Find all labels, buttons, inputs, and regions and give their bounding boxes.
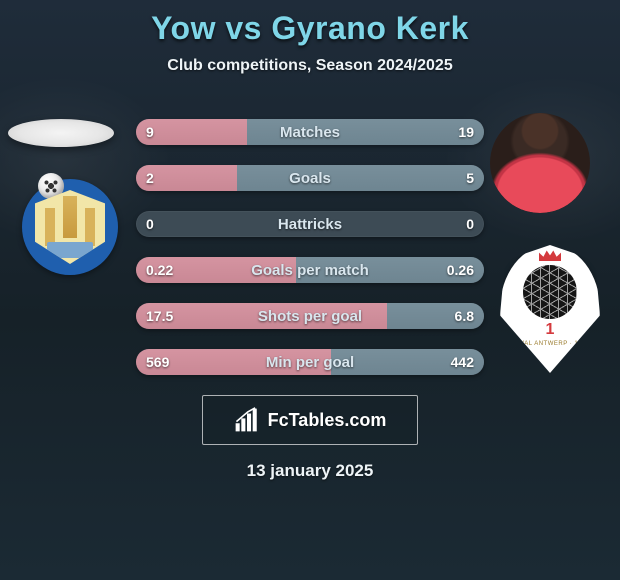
club-right-crest: ROYAL ANTWERP · 1880 1 [500, 245, 600, 373]
stat-value-left: 569 [136, 349, 179, 375]
page-title: Yow vs Gyrano Kerk [0, 0, 620, 47]
crown-icon [539, 247, 561, 261]
page-subtitle: Club competitions, Season 2024/2025 [0, 57, 620, 75]
stat-row: 25Goals [136, 165, 484, 191]
brand-box: FcTables.com [202, 395, 418, 445]
stat-value-left: 2 [136, 165, 164, 191]
stat-row: 0.220.26Goals per match [136, 257, 484, 283]
player-left-avatar [8, 119, 114, 147]
crest-number: 1 [546, 321, 555, 339]
crest-ribbon: ROYAL ANTWERP · 1880 [510, 341, 590, 347]
stat-value-right: 0 [456, 211, 484, 237]
stat-value-left: 17.5 [136, 303, 183, 329]
comparison-arena: ROYAL ANTWERP · 1880 1 919Matches25Goals… [0, 97, 620, 397]
stat-row: 919Matches [136, 119, 484, 145]
club-left-crest [22, 179, 118, 275]
stat-label: Hattricks [136, 211, 484, 237]
stat-row: 0 0Hattricks [136, 211, 484, 237]
stat-value-right: 442 [441, 349, 484, 375]
stat-row: 569442Min per goal [136, 349, 484, 375]
stat-bars: 919Matches25Goals00Hattricks0.220.26Goal… [136, 119, 484, 375]
brand-text: FcTables.com [268, 410, 387, 431]
stat-bar-right [237, 165, 484, 191]
stat-value-right: 0.26 [437, 257, 484, 283]
snapshot-date: 13 january 2025 [247, 461, 374, 481]
soccer-ball-icon [523, 265, 577, 319]
stat-value-left: 9 [136, 119, 164, 145]
stat-value-left: 0.22 [136, 257, 183, 283]
stat-value-right: 5 [456, 165, 484, 191]
stat-value-right: 6.8 [445, 303, 484, 329]
stat-row: 17.56.8Shots per goal [136, 303, 484, 329]
player-right-avatar [490, 113, 590, 213]
stat-value-left: 0 [136, 211, 164, 237]
brand-logo-icon [234, 407, 260, 433]
stat-value-right: 19 [448, 119, 484, 145]
